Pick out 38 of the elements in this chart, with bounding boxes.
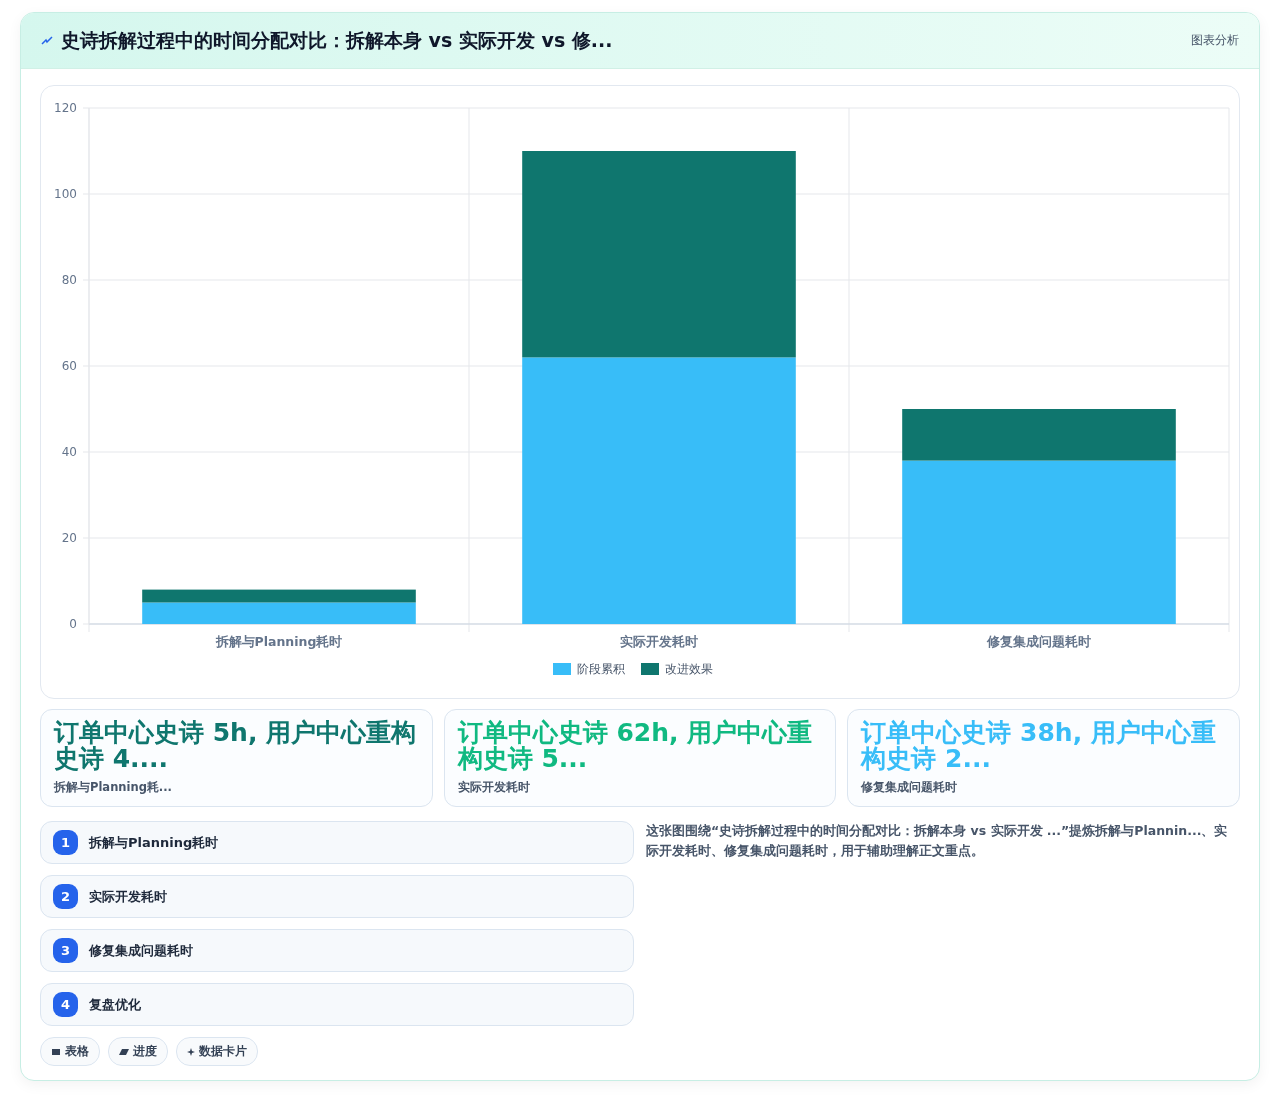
y-tick-label: 100 (54, 187, 77, 202)
text: 拆解与Planning耗时 (89, 833, 219, 852)
y-tick-label: 40 (61, 445, 77, 460)
bar (902, 409, 1176, 461)
y-tick-label: 60 (61, 359, 77, 374)
x-tick-label: 拆解与Planning耗时 (214, 634, 343, 649)
text: 订单中心史诗 38h, 用户中心重构史诗 2... (861, 718, 1217, 774)
text: 表格 (40, 1037, 100, 1066)
text: 进度 (108, 1037, 168, 1066)
y-tick-label: 20 (61, 531, 77, 546)
text: 4 (53, 992, 78, 1017)
text: 图表分析 (1191, 32, 1239, 49)
y-tick-label: 80 (61, 273, 77, 288)
text: 订单中心史诗 5h, 用户中心重构史诗 4.... (54, 718, 418, 774)
text: 订单中心史诗 62h, 用户中心重构史诗 5... (457, 718, 814, 774)
text: 1 (53, 830, 78, 855)
bar (902, 460, 1176, 624)
text: 修复集成问题耗时 (861, 780, 959, 795)
text: 修复集成问题耗时 (89, 941, 193, 960)
text: 拆解与Planning耗... (54, 780, 173, 795)
bar (142, 602, 416, 624)
text: 3 (53, 938, 78, 963)
legend-label: 改进效果 (665, 662, 713, 677)
bar (522, 151, 796, 358)
bar (522, 357, 796, 624)
x-tick-label: 修复集成问题耗时 (986, 634, 1091, 649)
legend-label: 阶段累积 (577, 662, 625, 677)
text: 数据卡片 (176, 1037, 258, 1066)
text: 复盘优化 (89, 995, 141, 1014)
bar (142, 589, 416, 603)
text: 实际开发耗时 (89, 887, 167, 906)
text: 这张图围绕“史诗拆解过程中的时间分配对比：拆解本身 vs 实际开发 ...”提炼拆解与Plannin...、实际开发耗时、修复集成问题耗时，用于辅助理解正文重点。 (646, 822, 1229, 860)
y-tick-label: 120 (54, 101, 77, 116)
chart-title: 史诗拆解过程中的时间分配对比：拆解本身 vs 实际开发 vs 修... (61, 27, 614, 53)
text: 实际开发耗时 (457, 780, 531, 795)
text: 2 (53, 884, 78, 909)
x-tick-label: 实际开发耗时 (620, 634, 698, 649)
y-tick-label: 0 (69, 617, 77, 632)
